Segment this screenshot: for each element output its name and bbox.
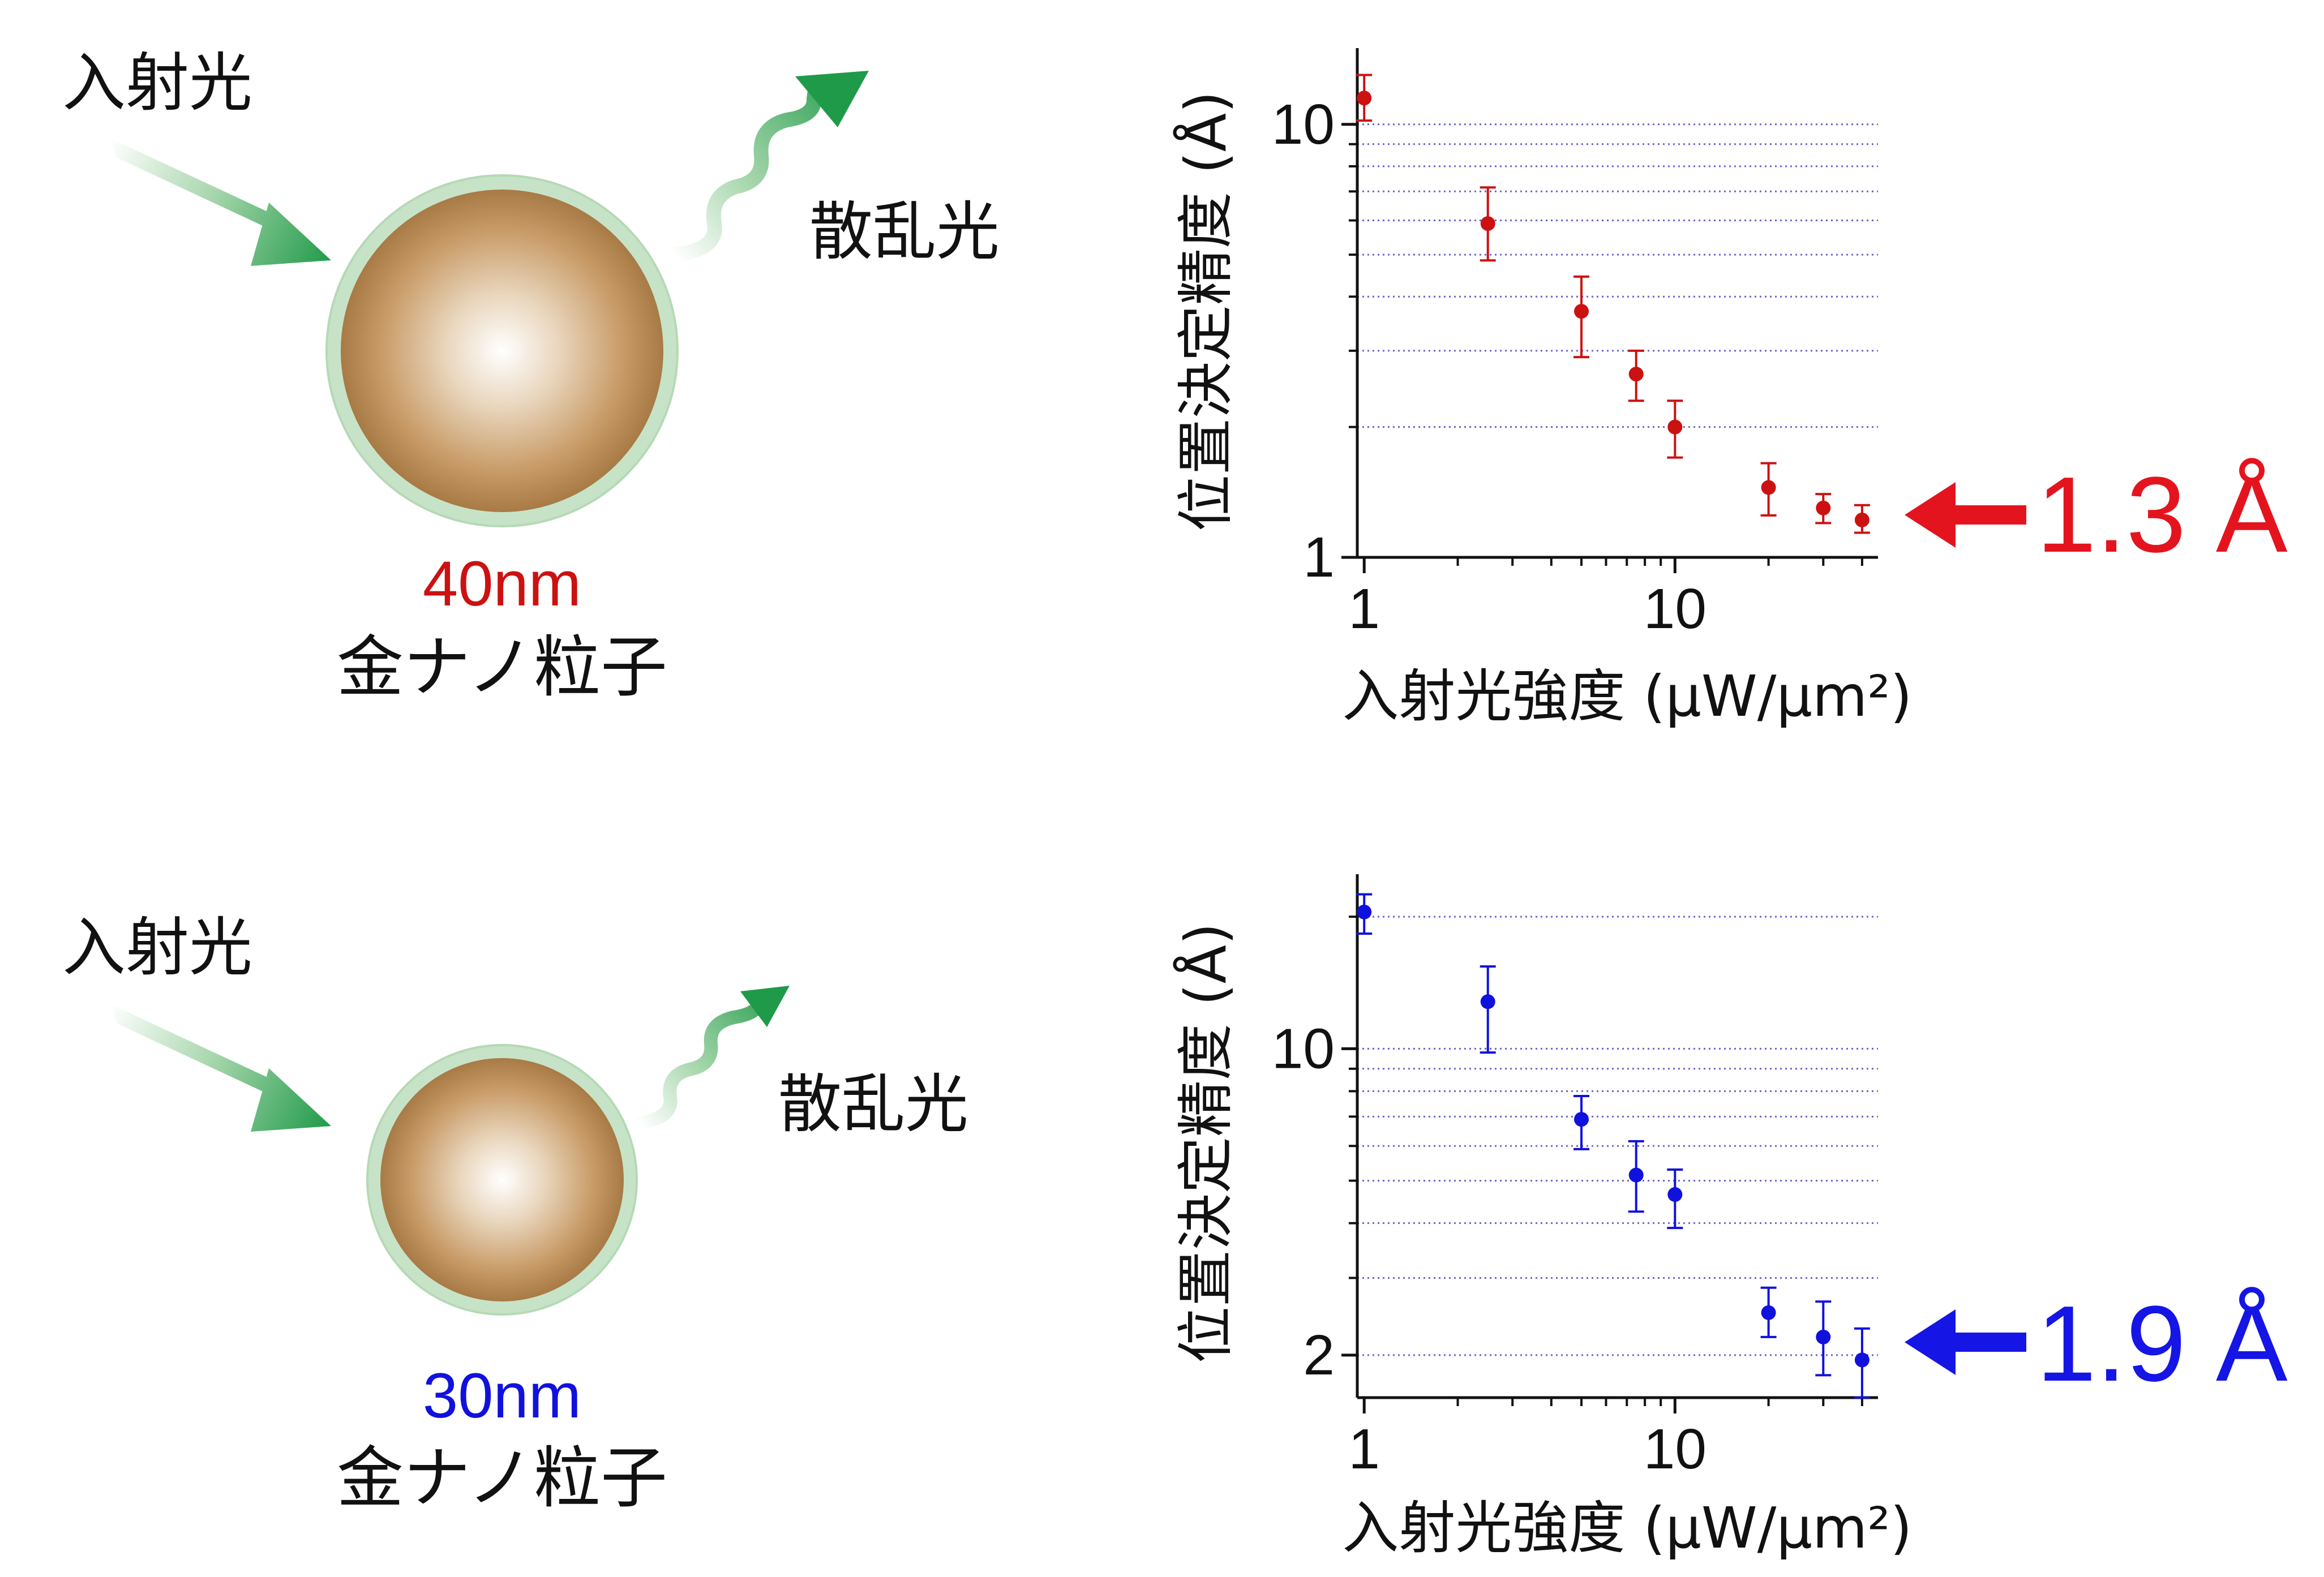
data-point (1356, 893, 1373, 935)
chart-bottom: 2 10 1 10 位置決定精度 (Å) 入射光強度 (µW/µm²) 1.9 Å (1172, 874, 2288, 1561)
x-tick-label: 1 (1348, 577, 1380, 641)
incident-light-label: 入射光 (62, 911, 252, 985)
data-point (1815, 493, 1832, 525)
data-marker (1854, 512, 1870, 527)
chart-top: 1 10 1 10 位置決定精度 (Å) 入射光強度 (µW/µm²) 1.3 Å (1172, 48, 2288, 729)
data-point (1760, 462, 1777, 517)
data-marker (1667, 1187, 1683, 1202)
gold-nanoparticle-icon (366, 1044, 638, 1316)
y-tick-label: 10 (1272, 1017, 1335, 1080)
incident-light-label: 入射光 (62, 46, 252, 120)
data-marker (1628, 367, 1644, 382)
data-point (1854, 1327, 1870, 1399)
y-tick-label: 1 (1303, 526, 1335, 589)
x-axis-label: 入射光強度 (µW/µm²) (1342, 1495, 1912, 1561)
x-tick-label: 1 (1348, 1417, 1380, 1481)
callout-arrow-icon (1905, 482, 2026, 548)
data-point (1815, 1300, 1832, 1377)
y-axis-label: 位置決定精度 (Å) (1172, 91, 1239, 531)
data-point (1667, 399, 1683, 459)
y-axis-label: 位置決定精度 (Å) (1172, 923, 1239, 1363)
y-tick-label: 2 (1303, 1324, 1335, 1387)
gold-nanoparticle-icon (325, 174, 679, 527)
particle-size-label: 40nm (423, 548, 581, 619)
data-point (1480, 186, 1496, 262)
axes: 1 10 1 10 (1272, 48, 1878, 641)
particle-size-label: 30nm (423, 1360, 581, 1431)
data-marker (1357, 91, 1372, 106)
data-marker (1480, 994, 1495, 1009)
data-marker (1480, 216, 1495, 231)
incident-arrow-icon (111, 1004, 331, 1132)
incident-arrow-icon (111, 139, 331, 266)
particle-name-label: 金ナノ粒子 (337, 628, 667, 706)
scattered-light-label: 散乱光 (809, 195, 1000, 269)
data-point (1573, 275, 1590, 359)
data-point (1628, 349, 1644, 402)
gridlines (1357, 123, 1878, 428)
scattered-wave-icon (633, 986, 790, 1130)
y-tick-label: 10 (1272, 93, 1335, 156)
callout-arrow-icon (1905, 1309, 2026, 1375)
data-points (1356, 74, 1870, 534)
precision-callout: 1.9 Å (2036, 1284, 2288, 1404)
gridlines (1357, 916, 1878, 1356)
illustration-bottom: 入射光 散乱光 30nm 金ナノ粒子 (62, 911, 968, 1517)
scattered-wave-icon (669, 71, 869, 262)
data-marker (1816, 1329, 1831, 1344)
data-marker (1574, 1112, 1589, 1127)
data-marker (1667, 419, 1683, 435)
data-marker (1854, 1352, 1870, 1368)
data-point (1628, 1140, 1644, 1213)
axes: 2 10 1 10 (1272, 874, 1878, 1481)
data-marker (1761, 480, 1776, 495)
data-point (1356, 74, 1373, 122)
x-axis-label: 入射光強度 (µW/µm²) (1342, 663, 1912, 729)
data-points (1356, 893, 1870, 1399)
x-tick-label: 10 (1644, 1417, 1706, 1481)
data-point (1854, 504, 1870, 534)
data-marker (1574, 304, 1589, 319)
scattered-light-label: 散乱光 (778, 1068, 968, 1141)
data-marker (1357, 904, 1372, 919)
data-point (1480, 965, 1496, 1054)
data-point (1760, 1286, 1777, 1338)
data-marker (1628, 1167, 1644, 1183)
data-marker (1816, 500, 1831, 515)
data-point (1667, 1168, 1683, 1230)
x-tick-label: 10 (1644, 577, 1706, 641)
illustration-top: 入射光 散乱光 40nm 金ナノ粒子 (62, 46, 1000, 706)
data-point (1573, 1094, 1590, 1150)
data-marker (1761, 1305, 1776, 1320)
precision-callout: 1.3 Å (2036, 455, 2288, 575)
particle-name-label: 金ナノ粒子 (337, 1439, 667, 1517)
